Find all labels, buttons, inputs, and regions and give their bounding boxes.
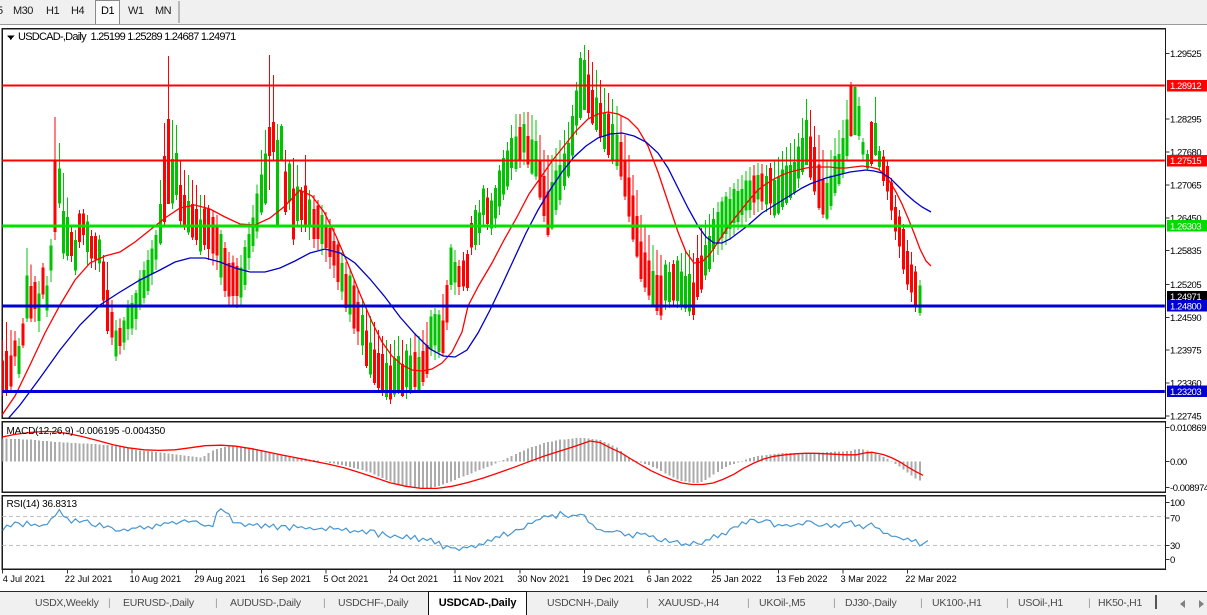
svg-text:1.24971: 1.24971 [1170,292,1201,303]
svg-text:100: 100 [1170,498,1185,509]
svg-text:1.22745: 1.22745 [1170,412,1201,423]
svg-text:29 Aug 2021: 29 Aug 2021 [194,574,246,584]
svg-text:22 Mar 2022: 22 Mar 2022 [905,574,957,584]
svg-text:1.25835: 1.25835 [1170,246,1201,257]
svg-text:1.23360: 1.23360 [1170,379,1201,390]
svg-text:1.27680: 1.27680 [1170,148,1201,159]
svg-text:1.27515: 1.27515 [1170,156,1201,167]
svg-text:24 Oct 2021: 24 Oct 2021 [388,574,438,584]
svg-text:25 Jan 2022: 25 Jan 2022 [711,574,762,584]
svg-text:13 Feb 2022: 13 Feb 2022 [776,574,828,584]
svg-text:RSI(14) 36.8313: RSI(14) 36.8313 [7,499,78,510]
svg-text:1.29525: 1.29525 [1170,49,1201,60]
svg-text:0.010869: 0.010869 [1170,423,1206,434]
svg-text:4 Jul 2021: 4 Jul 2021 [3,574,45,584]
svg-text:1.24590: 1.24590 [1170,313,1201,324]
svg-text:5 Oct 2021: 5 Oct 2021 [323,574,368,584]
svg-text:MACD(12,26,9) -0.006195 -0.004: MACD(12,26,9) -0.006195 -0.004350 [7,426,166,437]
svg-text:0.00: 0.00 [1170,457,1187,468]
svg-text:1.26303: 1.26303 [1170,221,1201,232]
svg-text:10 Aug 2021: 10 Aug 2021 [130,574,182,584]
svg-text:19 Dec 2021: 19 Dec 2021 [582,574,634,584]
svg-text:1.23203: 1.23203 [1170,387,1201,398]
svg-text:0: 0 [1170,555,1175,566]
svg-text:1.28295: 1.28295 [1170,115,1201,126]
svg-text:16 Sep 2021: 16 Sep 2021 [259,574,311,584]
svg-text:30: 30 [1170,541,1180,552]
svg-text:USDCAD-,Daily 1.25199 1.25289: USDCAD-,Daily 1.25199 1.25289 1.24687 1.… [18,31,236,43]
svg-text:1.25205: 1.25205 [1170,280,1201,291]
svg-text:1.23975: 1.23975 [1170,346,1201,357]
svg-text:1.28912: 1.28912 [1170,81,1201,92]
svg-text:1.24800: 1.24800 [1170,302,1201,313]
svg-text:1.26450: 1.26450 [1170,213,1201,224]
svg-text:30 Nov 2021: 30 Nov 2021 [517,574,569,584]
svg-text:1.27065: 1.27065 [1170,180,1201,191]
svg-text:70: 70 [1170,514,1180,525]
svg-text:-0.008974: -0.008974 [1170,483,1207,494]
svg-text:6 Jan 2022: 6 Jan 2022 [647,574,692,584]
svg-text:11 Nov 2021: 11 Nov 2021 [453,574,504,584]
svg-text:3 Mar 2022: 3 Mar 2022 [841,574,887,584]
svg-text:22 Jul 2021: 22 Jul 2021 [65,574,113,584]
